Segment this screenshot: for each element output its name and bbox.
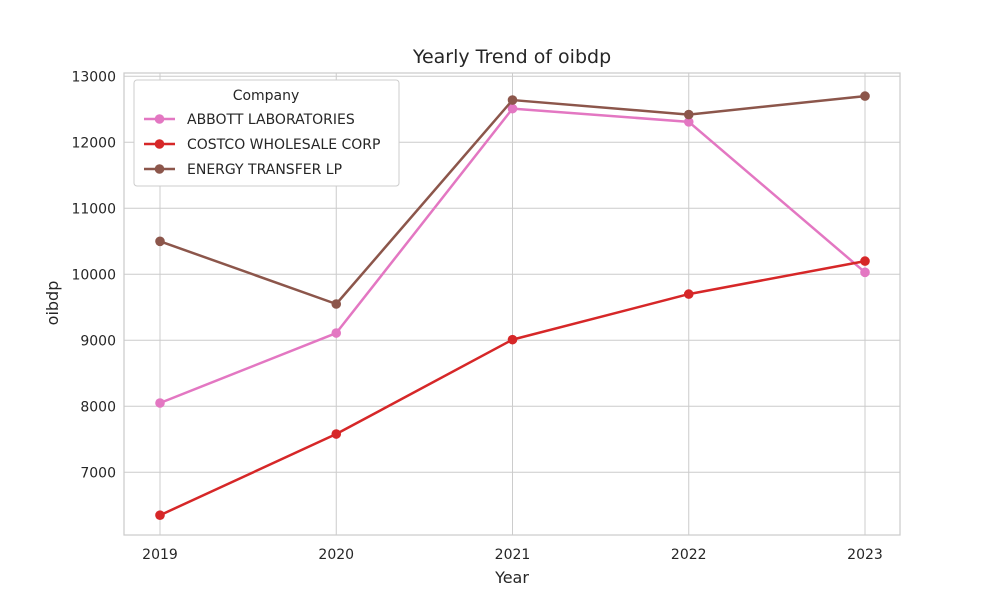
data-point bbox=[507, 103, 518, 114]
legend: Company ABBOTT LABORATORIES COSTCO WHOLES… bbox=[133, 79, 400, 187]
x-tick-label: 2019 bbox=[142, 547, 178, 563]
data-point bbox=[155, 236, 165, 247]
data-point bbox=[507, 334, 518, 345]
data-point bbox=[860, 256, 870, 266]
series-1 bbox=[155, 103, 870, 408]
plot-area-frame bbox=[123, 72, 901, 536]
legend-box bbox=[133, 79, 400, 187]
data-point bbox=[331, 299, 342, 309]
y-tick-label: 7000 bbox=[80, 465, 116, 481]
y-tick-label: 11000 bbox=[71, 201, 116, 217]
data-point bbox=[155, 398, 165, 408]
x-tick-label: 2023 bbox=[847, 547, 883, 563]
series-layer bbox=[155, 91, 870, 520]
y-tick-label: 12000 bbox=[71, 135, 116, 151]
x-tick-label: 2022 bbox=[671, 547, 707, 563]
data-point bbox=[683, 109, 694, 120]
data-point bbox=[331, 429, 342, 439]
legend-marker bbox=[154, 114, 165, 124]
data-point bbox=[155, 510, 165, 520]
legend-entries: ABBOTT LABORATORIES COSTCO WHOLESALE CORP… bbox=[144, 112, 380, 178]
legend-marker bbox=[154, 139, 165, 149]
legend-marker bbox=[154, 164, 165, 174]
x-tick-label: 2020 bbox=[318, 547, 354, 563]
legend-label: ABBOTT LABORATORIES bbox=[187, 112, 355, 128]
y-tick-label: 13000 bbox=[71, 69, 116, 85]
y-axis-label: oibdp bbox=[43, 281, 62, 326]
y-tick-label: 8000 bbox=[80, 399, 116, 415]
x-tick-labels: 2019 2020 2021 2022 2023 bbox=[142, 547, 883, 563]
legend-entry: ABBOTT LABORATORIES bbox=[144, 112, 355, 128]
y-tick-label: 10000 bbox=[71, 267, 116, 283]
legend-entry: COSTCO WHOLESALE CORP bbox=[144, 137, 380, 153]
data-point bbox=[683, 289, 694, 299]
data-point bbox=[507, 95, 518, 105]
legend-entry: ENERGY TRANSFER LP bbox=[144, 162, 342, 178]
x-tick-label: 2021 bbox=[495, 547, 531, 563]
x-axis-label: Year bbox=[494, 568, 529, 587]
series-3 bbox=[155, 91, 870, 309]
chart-title: Yearly Trend of oibdp bbox=[412, 46, 611, 68]
y-tick-labels: 7000 8000 9000 10000 11000 12000 13000 bbox=[71, 69, 116, 481]
legend-label: COSTCO WHOLESALE CORP bbox=[187, 137, 380, 153]
data-point bbox=[683, 117, 694, 127]
series-2 bbox=[155, 256, 870, 520]
data-point bbox=[860, 267, 870, 278]
legend-label: ENERGY TRANSFER LP bbox=[187, 162, 342, 178]
y-tick-label: 9000 bbox=[80, 333, 116, 349]
data-point bbox=[331, 328, 342, 338]
legend-title: Company bbox=[233, 88, 300, 104]
data-point bbox=[860, 91, 870, 101]
